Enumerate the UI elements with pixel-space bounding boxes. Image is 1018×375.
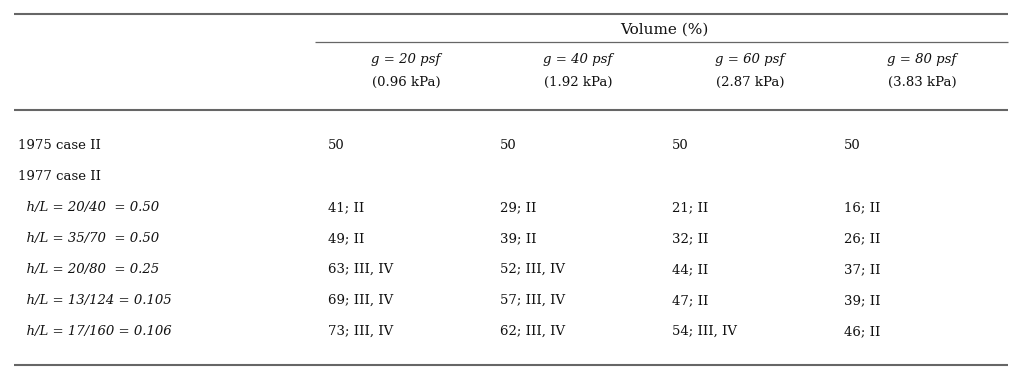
- Text: (0.96 kPa): (0.96 kPa): [372, 75, 441, 88]
- Text: 21; II: 21; II: [672, 201, 709, 214]
- Text: 47; II: 47; II: [672, 294, 709, 307]
- Text: 46; II: 46; II: [844, 325, 881, 338]
- Text: 37; II: 37; II: [844, 263, 881, 276]
- Text: 63; III, IV: 63; III, IV: [328, 263, 393, 276]
- Text: 32; II: 32; II: [672, 232, 709, 245]
- Text: h/L = 20/40  = 0.50: h/L = 20/40 = 0.50: [18, 201, 159, 214]
- Text: g = 80 psf: g = 80 psf: [888, 54, 957, 66]
- Text: (1.92 kPa): (1.92 kPa): [544, 75, 612, 88]
- Text: h/L = 20/80  = 0.25: h/L = 20/80 = 0.25: [18, 263, 159, 276]
- Text: 69; III, IV: 69; III, IV: [328, 294, 393, 307]
- Text: g = 40 psf: g = 40 psf: [544, 54, 613, 66]
- Text: Volume (%): Volume (%): [620, 23, 709, 37]
- Text: 41; II: 41; II: [328, 201, 364, 214]
- Text: g = 20 psf: g = 20 psf: [372, 54, 441, 66]
- Text: h/L = 35/70  = 0.50: h/L = 35/70 = 0.50: [18, 232, 159, 245]
- Text: 50: 50: [328, 139, 345, 152]
- Text: g = 60 psf: g = 60 psf: [716, 54, 785, 66]
- Text: 50: 50: [500, 139, 517, 152]
- Text: 50: 50: [844, 139, 861, 152]
- Text: (3.83 kPa): (3.83 kPa): [888, 75, 956, 88]
- Text: 52; III, IV: 52; III, IV: [500, 263, 565, 276]
- Text: 44; II: 44; II: [672, 263, 709, 276]
- Text: 57; III, IV: 57; III, IV: [500, 294, 565, 307]
- Text: 39; II: 39; II: [500, 232, 536, 245]
- Text: 50: 50: [672, 139, 689, 152]
- Text: 1977 case II: 1977 case II: [18, 170, 101, 183]
- Text: 1975 case II: 1975 case II: [18, 139, 101, 152]
- Text: h/L = 17/160 = 0.106: h/L = 17/160 = 0.106: [18, 325, 172, 338]
- Text: 26; II: 26; II: [844, 232, 881, 245]
- Text: 16; II: 16; II: [844, 201, 881, 214]
- Text: 54; III, IV: 54; III, IV: [672, 325, 737, 338]
- Text: 73; III, IV: 73; III, IV: [328, 325, 393, 338]
- Text: 62; III, IV: 62; III, IV: [500, 325, 565, 338]
- Text: h/L = 13/124 = 0.105: h/L = 13/124 = 0.105: [18, 294, 172, 307]
- Text: (2.87 kPa): (2.87 kPa): [716, 75, 784, 88]
- Text: 49; II: 49; II: [328, 232, 364, 245]
- Text: 39; II: 39; II: [844, 294, 881, 307]
- Text: 29; II: 29; II: [500, 201, 536, 214]
